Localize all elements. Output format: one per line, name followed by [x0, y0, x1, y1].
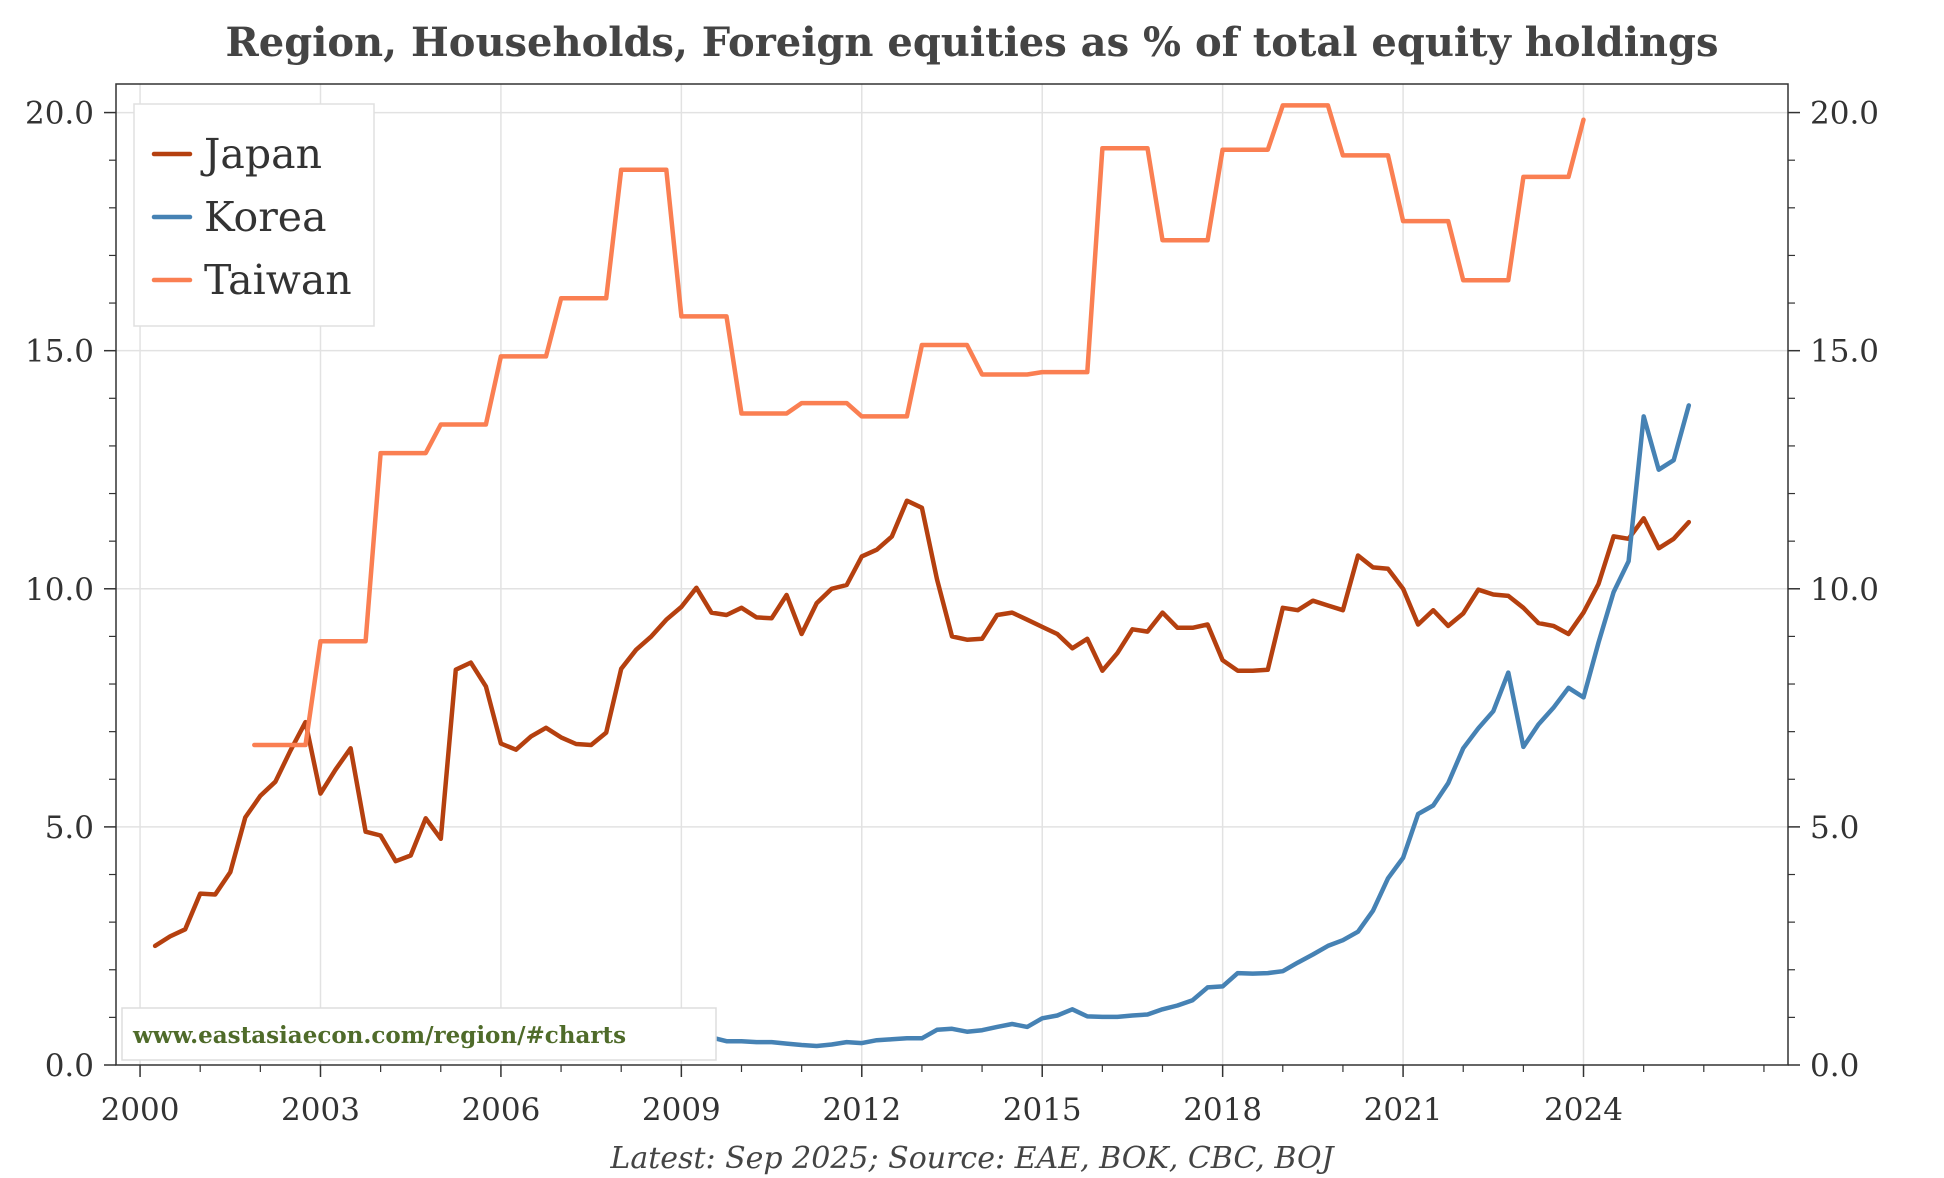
- y-tick-label-right: 15.0: [1810, 334, 1879, 370]
- x-tick-label: 2018: [1183, 1092, 1262, 1128]
- y-tick-label-left: 20.0: [25, 96, 94, 132]
- x-tick-label: 2012: [822, 1092, 901, 1128]
- legend-label-japan: Japan: [200, 130, 322, 178]
- x-tick-label: 2009: [642, 1092, 721, 1128]
- y-tick-label-left: 5.0: [45, 810, 94, 846]
- legend-label-korea: Korea: [204, 193, 327, 241]
- plot-border: [115, 83, 1789, 1066]
- x-tick-label: 2000: [101, 1092, 180, 1128]
- x-axis: 2000 2003 2006 2009 2012 2015 2018 2021 2024: [101, 1065, 1765, 1128]
- x-tick-label: 2006: [461, 1092, 540, 1128]
- series-line-taiwan: [252, 103, 1586, 748]
- series-lines: [152, 103, 1692, 1049]
- legend-label-taiwan: Taiwan: [204, 256, 352, 304]
- plot-area: [115, 83, 1789, 1066]
- horizontal-gridlines: [116, 111, 1788, 828]
- x-tick-label: 2024: [1544, 1092, 1623, 1128]
- y-tick-label-right: 10.0: [1810, 572, 1879, 608]
- y-tick-label-left: 0.0: [45, 1048, 94, 1084]
- series-line-japan: [152, 498, 1692, 949]
- y-axis-right: 0.0 5.0 10.0 15.0 20.0: [1788, 96, 1879, 1084]
- y-tick-label-right: 20.0: [1810, 96, 1879, 132]
- y-tick-label-right: 5.0: [1810, 810, 1859, 846]
- y-tick-label-left: 10.0: [25, 572, 94, 608]
- y-tick-label-left: 15.0: [25, 334, 94, 370]
- x-tick-label: 2015: [1003, 1092, 1082, 1128]
- series-line-korea: [694, 403, 1692, 1049]
- chart-caption: Latest: Sep 2025; Source: EAE, BOK, CBC,…: [609, 1141, 1335, 1176]
- y-axis-left: 0.0 5.0 10.0 15.0 20.0: [25, 96, 116, 1084]
- y-tick-label-right: 0.0: [1810, 1048, 1859, 1084]
- source-url-watermark: www.eastasiaecon.com/region/#charts: [121, 1007, 717, 1061]
- watermark-box: [121, 1007, 717, 1061]
- legend: Japan Korea Taiwan: [133, 103, 375, 327]
- chart-title: Region, Households, Foreign equities as …: [226, 19, 1719, 66]
- x-tick-label: 2003: [281, 1092, 360, 1128]
- x-tick-label: 2021: [1364, 1092, 1443, 1128]
- watermark-text: www.eastasiaecon.com/region/#charts: [132, 1022, 626, 1049]
